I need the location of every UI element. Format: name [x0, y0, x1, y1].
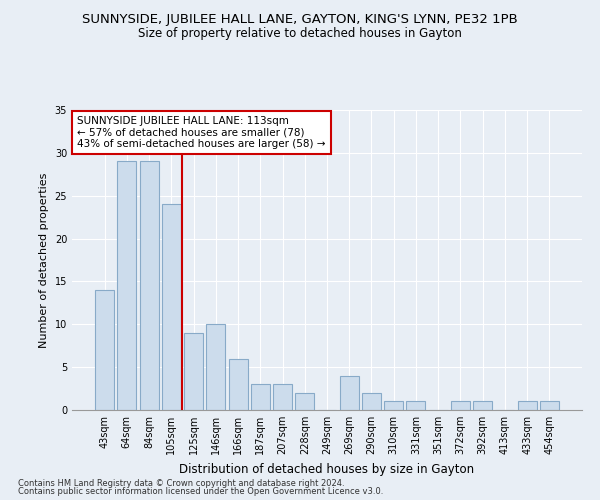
Text: Contains HM Land Registry data © Crown copyright and database right 2024.: Contains HM Land Registry data © Crown c…: [18, 478, 344, 488]
Bar: [295, 393, 314, 410]
Text: SUNNYSIDE JUBILEE HALL LANE: 113sqm
← 57% of detached houses are smaller (78)
43: SUNNYSIDE JUBILEE HALL LANE: 113sqm ← 57…: [77, 116, 326, 149]
Bar: [184, 333, 203, 410]
Bar: [206, 324, 225, 410]
Bar: [384, 402, 403, 410]
Bar: [406, 402, 425, 410]
Bar: [451, 402, 470, 410]
Bar: [140, 162, 158, 410]
X-axis label: Distribution of detached houses by size in Gayton: Distribution of detached houses by size …: [179, 462, 475, 475]
Bar: [229, 358, 248, 410]
Bar: [95, 290, 114, 410]
Bar: [473, 402, 492, 410]
Bar: [251, 384, 270, 410]
Bar: [362, 393, 381, 410]
Bar: [518, 402, 536, 410]
Bar: [162, 204, 181, 410]
Bar: [118, 162, 136, 410]
Bar: [273, 384, 292, 410]
Text: Size of property relative to detached houses in Gayton: Size of property relative to detached ho…: [138, 28, 462, 40]
Text: SUNNYSIDE, JUBILEE HALL LANE, GAYTON, KING'S LYNN, PE32 1PB: SUNNYSIDE, JUBILEE HALL LANE, GAYTON, KI…: [82, 12, 518, 26]
Bar: [540, 402, 559, 410]
Text: Contains public sector information licensed under the Open Government Licence v3: Contains public sector information licen…: [18, 487, 383, 496]
Y-axis label: Number of detached properties: Number of detached properties: [39, 172, 49, 348]
Bar: [340, 376, 359, 410]
